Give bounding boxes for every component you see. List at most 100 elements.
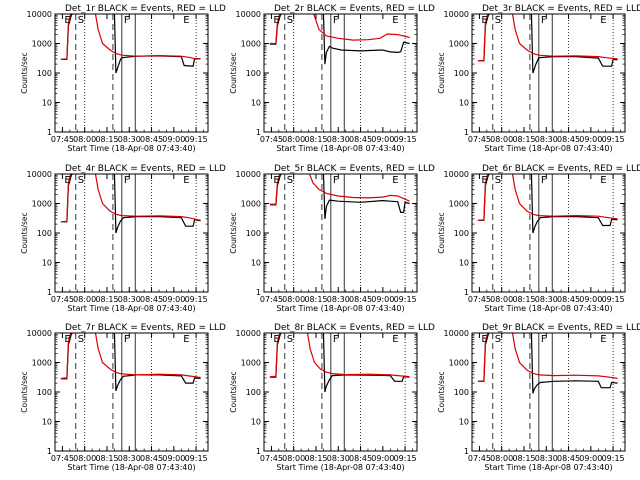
phase-marker-label: E — [481, 15, 487, 26]
y-tick-label: 100 — [37, 69, 52, 78]
y-tick-label: 10000 — [236, 329, 261, 338]
y-tick-label: 10000 — [27, 329, 52, 338]
x-tick-label: 07:45 — [468, 135, 491, 144]
phase-marker-label: E — [392, 175, 398, 186]
x-tick-label: 09:00 — [371, 295, 394, 304]
x-axis-label: Start Time (18-Apr-08 07:43:40) — [484, 144, 612, 153]
y-tick-label: 100 — [246, 69, 261, 78]
phase-marker-label: F — [124, 334, 130, 345]
events-series-line — [477, 333, 618, 394]
y-tick-label: 100 — [37, 388, 52, 397]
y-tick-label: 100 — [246, 388, 261, 397]
phase-marker-label: E — [481, 334, 487, 345]
y-tick-label: 10 — [459, 259, 469, 268]
y-tick-label: 10 — [251, 99, 261, 108]
x-tick-label: 07:45 — [51, 295, 74, 304]
plot-frame — [54, 13, 209, 133]
phase-marker-label: E — [600, 175, 606, 186]
phase-marker-label: F — [333, 175, 339, 186]
y-tick-label: 10 — [251, 259, 261, 268]
phase-marker-label: E — [273, 175, 279, 186]
plot-frame — [54, 332, 209, 452]
x-tick-label: 08:00 — [73, 135, 96, 144]
x-axis-label: Start Time (18-Apr-08 07:43:40) — [67, 463, 195, 472]
lld-series-line — [477, 333, 618, 382]
y-axis-label: Counts/sec — [229, 212, 238, 253]
phase-marker-label: E — [64, 15, 70, 26]
x-tick-label: 08:45 — [349, 135, 372, 144]
phase-marker-label: E — [64, 175, 70, 186]
y-tick-label: 100 — [454, 388, 469, 397]
y-tick-label: 10 — [459, 99, 469, 108]
x-axis-label: Start Time (18-Apr-08 07:43:40) — [276, 463, 404, 472]
y-tick-label: 10 — [42, 259, 52, 268]
events-series-line — [269, 14, 410, 65]
x-tick-label: 08:45 — [557, 454, 580, 463]
events-series-line — [60, 333, 201, 391]
x-tick-label: 09:00 — [371, 135, 394, 144]
y-tick-label: 10000 — [236, 10, 261, 19]
x-tick-label: 09:15 — [185, 454, 208, 463]
x-tick-label: 08:15 — [95, 295, 118, 304]
x-tick-label: 08:15 — [95, 135, 118, 144]
x-tick-label: 08:30 — [327, 135, 350, 144]
x-tick-label: 08:00 — [490, 135, 513, 144]
x-axis-label: Start Time (18-Apr-08 07:43:40) — [67, 304, 195, 313]
x-tick-label: 08:45 — [140, 295, 163, 304]
y-tick-label: 1 — [464, 288, 469, 297]
x-tick-label: 09:15 — [602, 454, 625, 463]
events-series-line — [269, 333, 410, 393]
x-tick-label: 09:15 — [602, 135, 625, 144]
panel-title: Det_7r BLACK = Events, RED = LLD — [65, 323, 226, 333]
lld-series-line — [60, 333, 201, 379]
y-axis-label: Counts/sec — [20, 212, 29, 253]
y-tick-label: 1 — [256, 447, 261, 456]
y-tick-label: 100 — [246, 229, 261, 238]
y-tick-label: 1 — [464, 128, 469, 137]
x-tick-label: 08:30 — [118, 295, 141, 304]
phase-marker-label: E — [273, 15, 279, 26]
lld-series-line — [477, 174, 618, 221]
x-tick-label: 08:30 — [327, 295, 350, 304]
x-tick-label: 08:45 — [140, 135, 163, 144]
phase-marker-label: F — [124, 15, 130, 26]
phase-marker-label: F — [541, 334, 547, 345]
x-tick-label: 08:45 — [140, 454, 163, 463]
x-tick-label: 08:15 — [304, 454, 327, 463]
y-axis-label: Counts/sec — [437, 371, 446, 412]
panel-title: Det_8r BLACK = Events, RED = LLD — [274, 323, 435, 333]
plot-frame — [471, 13, 626, 133]
x-tick-label: 08:45 — [349, 454, 372, 463]
plot-frame — [263, 173, 418, 293]
phase-marker-label: S — [287, 15, 293, 26]
y-tick-label: 100 — [454, 229, 469, 238]
x-tick-label: 08:15 — [512, 295, 535, 304]
x-tick-label: 08:45 — [557, 295, 580, 304]
phase-marker-label: S — [287, 175, 293, 186]
lld-series-line — [60, 174, 201, 223]
x-tick-label: 09:00 — [162, 295, 185, 304]
x-tick-label: 09:15 — [185, 135, 208, 144]
events-series-line — [477, 14, 618, 74]
x-tick-label: 09:00 — [162, 454, 185, 463]
y-tick-label: 10000 — [444, 10, 469, 19]
x-tick-label: 08:00 — [282, 454, 305, 463]
y-tick-label: 1 — [256, 128, 261, 137]
phase-marker-label: F — [124, 175, 130, 186]
phase-marker-label: S — [78, 175, 84, 186]
phase-marker-label: F — [333, 15, 339, 26]
x-tick-label: 09:00 — [579, 454, 602, 463]
x-tick-label: 09:15 — [394, 295, 417, 304]
events-series-line — [60, 14, 201, 74]
x-axis-label: Start Time (18-Apr-08 07:43:40) — [276, 144, 404, 153]
x-tick-label: 08:30 — [118, 135, 141, 144]
y-tick-label: 1000 — [32, 200, 52, 209]
x-tick-label: 08:30 — [118, 454, 141, 463]
lld-series-line — [269, 14, 410, 45]
x-tick-label: 09:15 — [394, 135, 417, 144]
x-tick-label: 09:15 — [185, 295, 208, 304]
